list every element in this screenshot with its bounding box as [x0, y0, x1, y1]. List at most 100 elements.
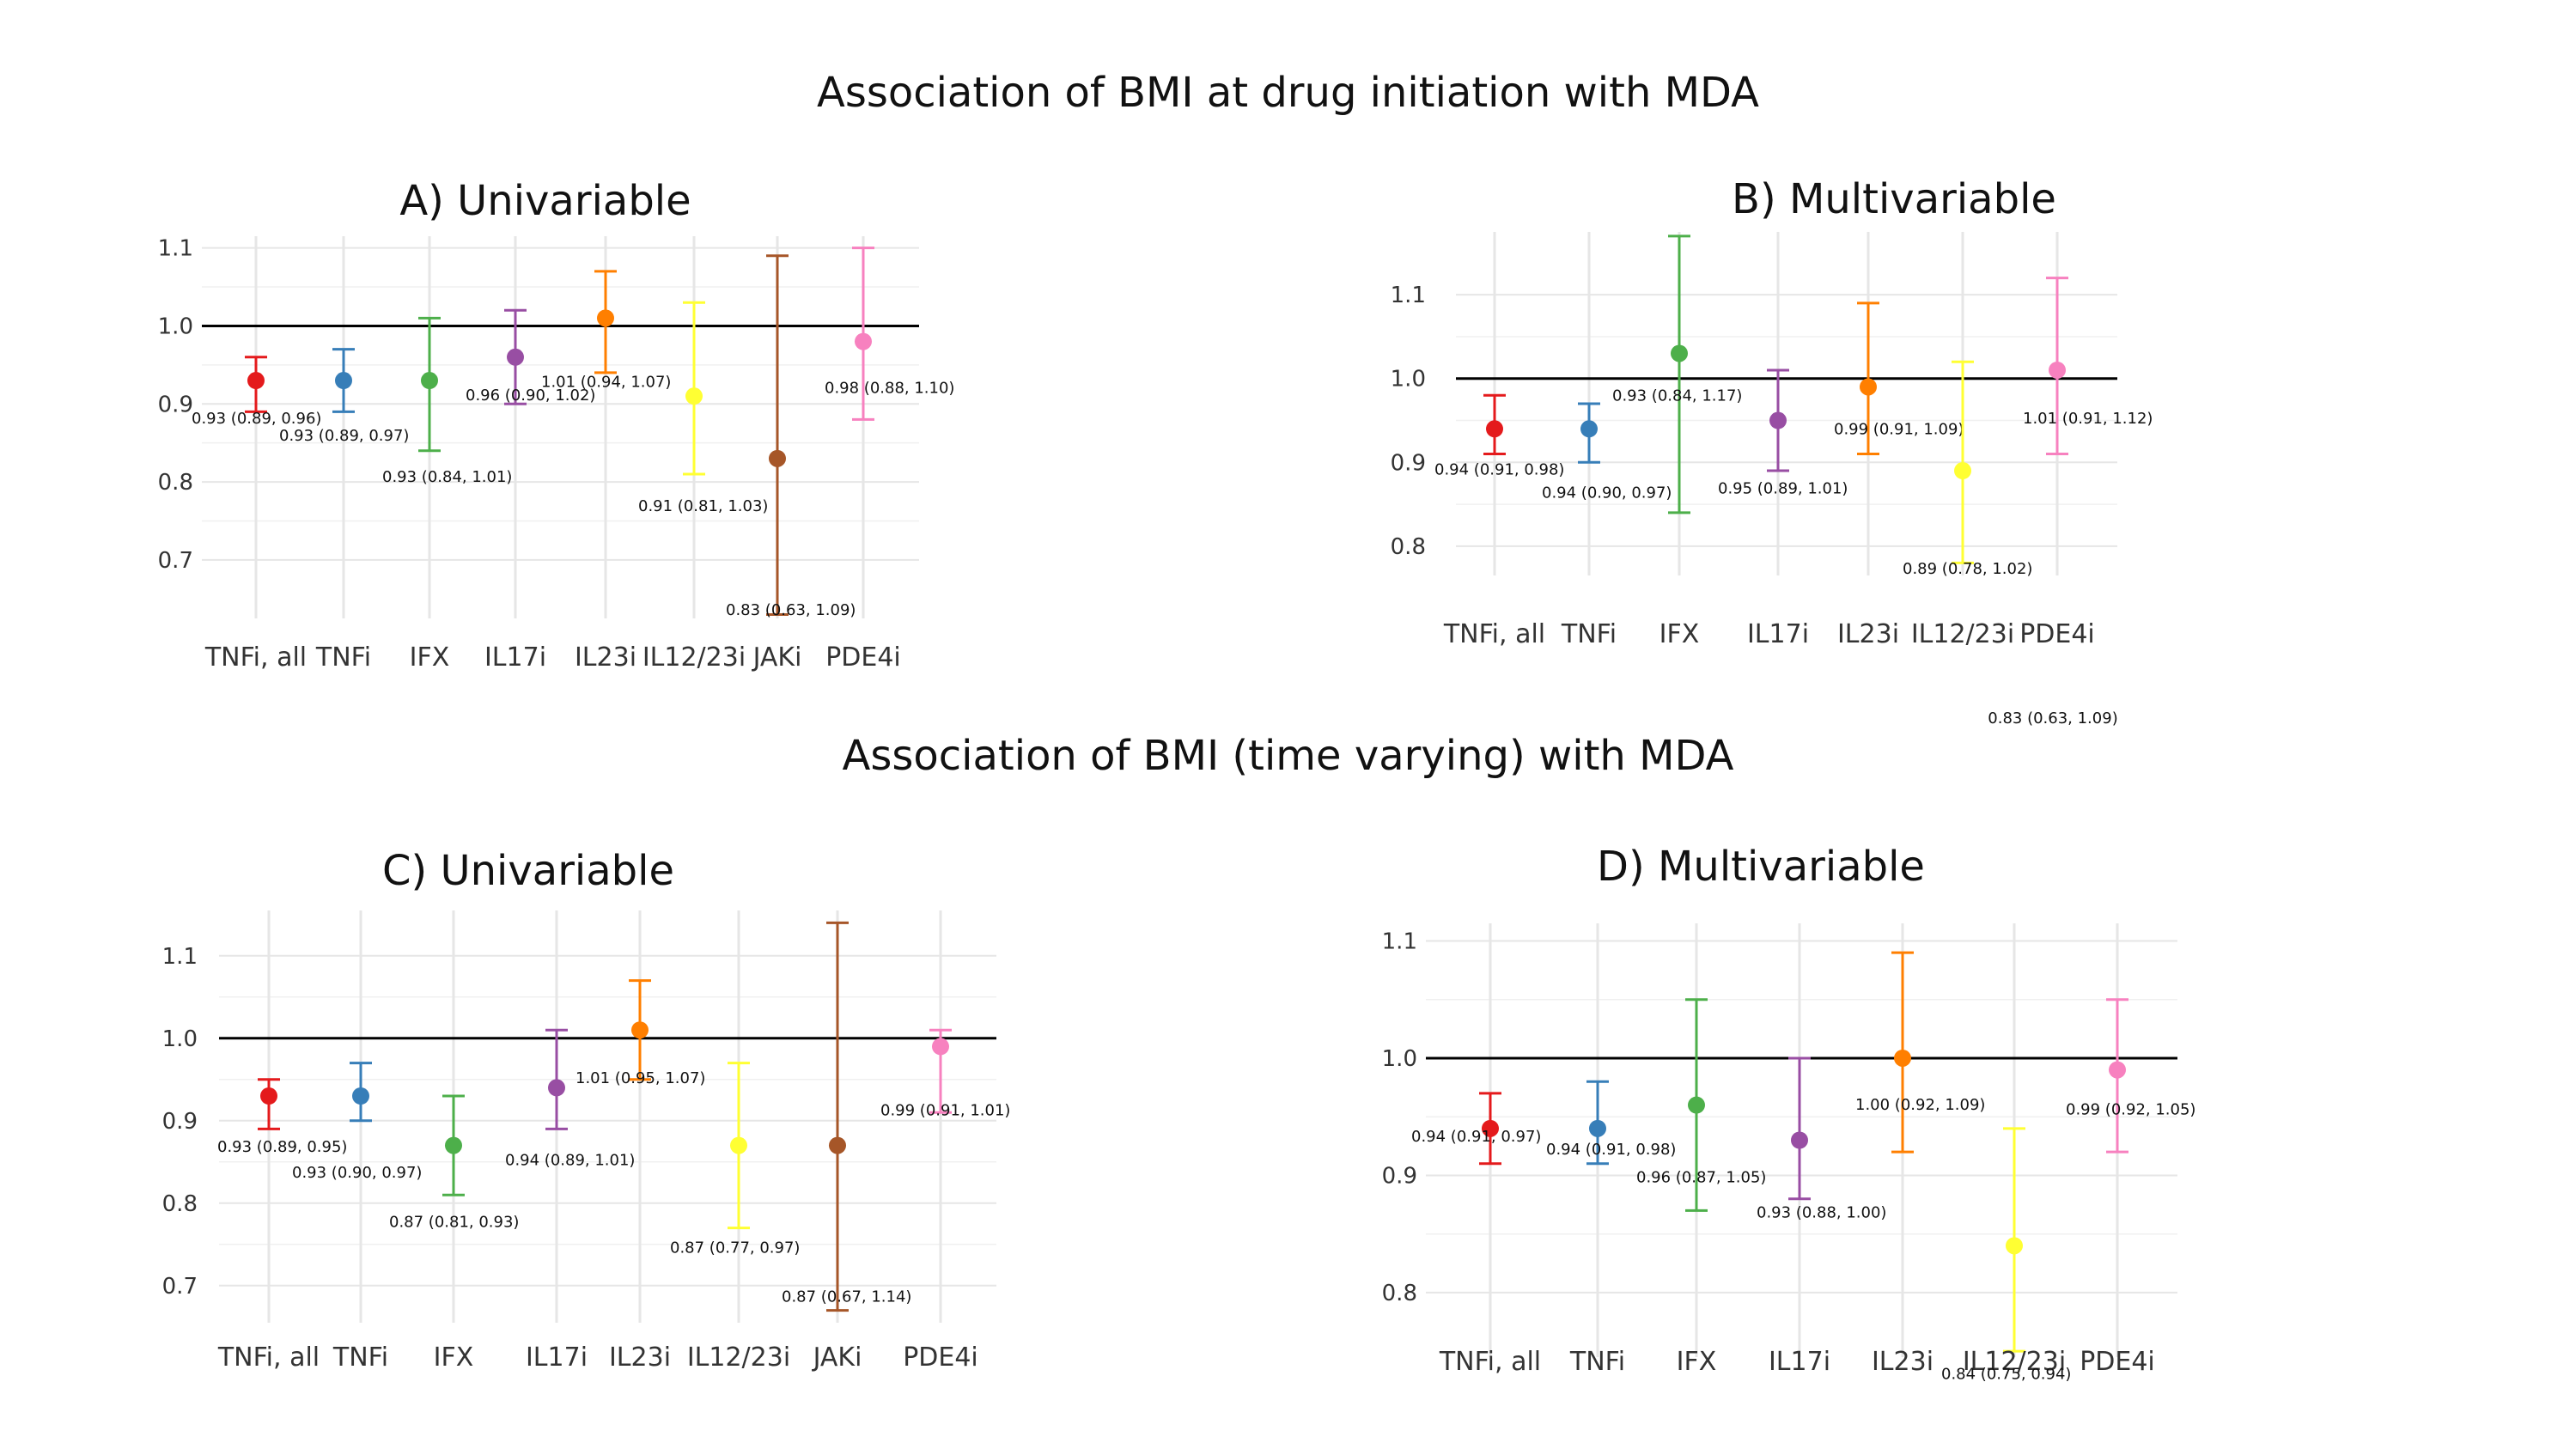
y-tick-label: 0.9 — [1391, 450, 1426, 476]
x-tick-label: PDE4i — [825, 642, 901, 673]
estimate-point — [932, 1038, 949, 1056]
data-label: 1.01 (0.91, 1.12) — [2023, 410, 2153, 428]
estimate-point — [855, 332, 872, 350]
bottom-section-heading: Association of BMI (time varying) with M… — [842, 732, 1734, 780]
data-label: 0.84 (0.75, 0.94) — [1941, 1365, 2071, 1383]
data-label: 0.94 (0.91, 0.98) — [1546, 1141, 1676, 1159]
top-section-heading: Association of BMI at drug initiation wi… — [816, 69, 1759, 117]
estimate-point — [1688, 1096, 1705, 1114]
x-tick-label: IL12/23i — [687, 1342, 790, 1373]
y-tick-label: 0.7 — [162, 1274, 198, 1300]
x-tick-label: IL12/23i — [642, 642, 746, 673]
estimate-point — [445, 1136, 462, 1154]
x-tick-label: TNFi — [332, 1342, 388, 1373]
estimate-point — [829, 1136, 846, 1154]
data-label: 1.01 (0.95, 1.07) — [575, 1069, 705, 1087]
x-tick-label: IL23i — [575, 642, 636, 673]
estimate-point — [2006, 1237, 2023, 1255]
x-tick-label: TNFi — [315, 642, 371, 673]
x-tick-label: IL12/23i — [1911, 619, 2014, 649]
data-label: 0.93 (0.88, 1.00) — [1757, 1204, 1886, 1222]
x-tick-label: JAKi — [812, 1342, 862, 1373]
data-label: 0.93 (0.89, 0.97) — [279, 427, 409, 445]
panel-title: A) Univariable — [399, 177, 691, 225]
data-label: 0.98 (0.88, 1.10) — [825, 380, 954, 398]
y-tick-label: 0.9 — [1382, 1163, 1417, 1189]
estimate-point — [1482, 1119, 1499, 1137]
estimate-point — [352, 1087, 369, 1105]
estimate-point — [548, 1079, 565, 1097]
x-tick-label: IL12/23i — [1963, 1347, 2066, 1377]
y-tick-label: 0.9 — [162, 1109, 198, 1135]
estimate-point — [247, 372, 265, 390]
panel-title: C) Univariable — [382, 847, 674, 895]
x-tick-label: TNFi — [1569, 1347, 1625, 1377]
x-tick-label: IFX — [1659, 619, 1700, 649]
x-tick-label: IFX — [1677, 1347, 1717, 1377]
estimate-point — [2049, 361, 2066, 379]
x-tick-label: IL23i — [1872, 1347, 1934, 1377]
data-label: 0.95 (0.89, 1.01) — [1718, 480, 1848, 498]
y-tick-label: 1.0 — [162, 1026, 198, 1052]
data-label: 0.93 (0.84, 1.17) — [1612, 387, 1742, 405]
estimate-point — [421, 372, 438, 390]
data-label: 0.87 (0.77, 0.97) — [670, 1239, 800, 1257]
data-label: 0.93 (0.84, 1.01) — [382, 468, 512, 486]
data-label: 0.96 (0.90, 1.02) — [466, 387, 595, 405]
data-label: 0.87 (0.67, 1.14) — [782, 1288, 911, 1306]
x-tick-label: JAKi — [752, 642, 802, 673]
x-tick-label: IFX — [410, 642, 450, 673]
data-label: 0.96 (0.87, 1.05) — [1636, 1169, 1766, 1187]
estimate-point — [1671, 344, 1688, 362]
data-label: 0.94 (0.89, 1.01) — [505, 1151, 635, 1169]
estimate-point — [260, 1087, 277, 1105]
estimate-point — [597, 309, 614, 327]
data-label: 0.89 (0.78, 1.02) — [1903, 560, 2032, 578]
x-tick-label: TNFi, all — [204, 642, 307, 673]
x-tick-label: TNFi, all — [1443, 619, 1545, 649]
x-tick-label: TNFi, all — [1439, 1347, 1541, 1377]
estimate-point — [685, 387, 703, 405]
x-tick-label: TNFi, all — [217, 1342, 320, 1373]
data-label: 1.01 (0.94, 1.07) — [541, 373, 671, 391]
x-tick-label: IL23i — [609, 1342, 671, 1373]
data-label: 0.94 (0.91, 0.98) — [1434, 460, 1564, 478]
y-tick-label: 0.8 — [1391, 534, 1426, 560]
estimate-point — [1769, 411, 1787, 429]
estimate-point — [1791, 1131, 1808, 1149]
data-label: 0.99 (0.92, 1.05) — [2066, 1101, 2195, 1119]
data-label: 1.00 (0.92, 1.09) — [1855, 1096, 1985, 1114]
y-tick-label: 1.1 — [1391, 283, 1426, 308]
y-tick-label: 1.1 — [162, 944, 198, 970]
data-label: 0.94 (0.90, 0.97) — [1542, 484, 1672, 502]
y-tick-label: 0.8 — [1382, 1281, 1417, 1306]
y-tick-label: 0.9 — [158, 392, 193, 417]
estimate-point — [1894, 1049, 1911, 1067]
estimate-point — [507, 348, 524, 366]
data-label: 0.99 (0.91, 1.01) — [880, 1101, 1010, 1119]
data-label: 0.99 (0.91, 1.09) — [1834, 420, 1964, 438]
y-tick-label: 0.8 — [158, 470, 193, 496]
data-label: 0.83 (0.63, 1.09) — [726, 601, 856, 619]
x-tick-label: IL17i — [526, 1342, 588, 1373]
estimate-point — [730, 1136, 747, 1154]
estimate-point — [769, 449, 786, 467]
data-label: 0.93 (0.89, 0.95) — [217, 1138, 347, 1156]
x-tick-label: IFX — [434, 1342, 474, 1373]
y-tick-label: 1.1 — [158, 236, 193, 262]
x-tick-label: IL23i — [1837, 619, 1899, 649]
data-label: 0.93 (0.90, 0.97) — [292, 1164, 422, 1182]
data-label: 0.87 (0.81, 0.93) — [389, 1214, 519, 1232]
data-label: 0.91 (0.81, 1.03) — [638, 497, 768, 515]
x-tick-label: PDE4i — [903, 1342, 978, 1373]
estimate-point — [2109, 1061, 2126, 1079]
estimate-point — [1954, 462, 1971, 480]
y-tick-label: 1.0 — [158, 314, 193, 339]
y-tick-label: 1.0 — [1391, 367, 1426, 393]
data-label-extra: 0.83 (0.63, 1.09) — [1988, 709, 2117, 728]
panel-title: D) Multivariable — [1597, 843, 1925, 891]
y-tick-label: 0.7 — [158, 548, 193, 574]
